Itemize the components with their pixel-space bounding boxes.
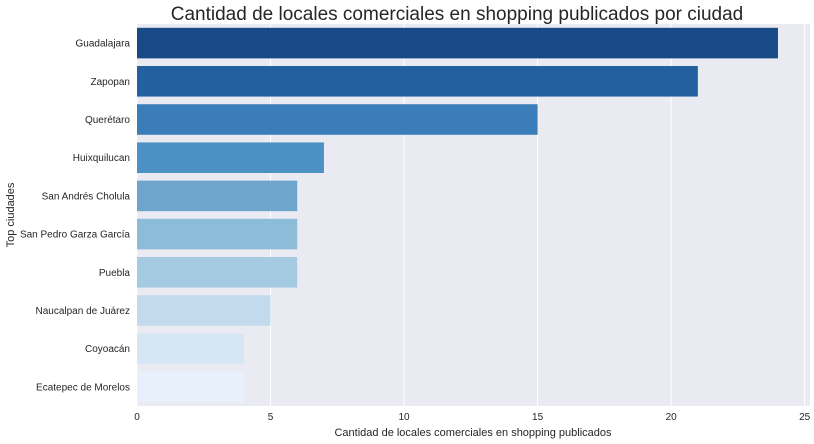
x-tick-label: 5 [268,412,274,423]
y-tick-label: Huixquilucan [73,153,130,164]
bars [137,27,778,403]
y-tick-label: Guadalajara [76,39,131,50]
x-tick-label: 20 [666,412,678,423]
chart-title: Cantidad de locales comerciales en shopp… [171,4,743,25]
bar-naucalpan-de-ju-rez [137,295,271,326]
x-tick-label: 0 [134,412,140,423]
bar-zapopan [137,66,698,97]
y-tick-label: Zapopan [91,77,130,88]
x-tick-labels: 0 5 10 15 20 25 [134,412,810,423]
y-tick-label: Naucalpan de Juárez [35,306,130,317]
bar-quer-taro [137,104,538,135]
bar-huixquilucan [137,142,324,173]
y-tick-label: Puebla [99,268,131,279]
bar-san-pedro-garza-garc-a [137,218,298,250]
y-tick-labels: Guadalajara Zapopan Querétaro Huixquilucan S… [20,39,130,394]
bar-coyoac-n [137,333,244,364]
bar-ecatepec-de-morelos [137,371,244,403]
y-tick-label: San Pedro Garza García [20,230,130,241]
x-axis-label: Cantidad de locales comerciales en shopp… [334,427,612,439]
bar-guadalajara [137,27,778,59]
bar-san-andr-s-cholula [137,180,298,212]
x-tick-label: 10 [399,412,411,423]
x-tick-label: 15 [532,412,544,423]
y-tick-label: Coyoacán [85,344,130,355]
y-tick-label: Querétaro [85,115,130,126]
x-tick-label: 25 [799,412,811,423]
y-tick-label: San Andrés Cholula [42,191,131,202]
bar-puebla [137,257,298,288]
y-axis-label: Top ciudades [5,182,17,247]
y-tick-label: Ecatepec de Morelos [36,382,130,393]
